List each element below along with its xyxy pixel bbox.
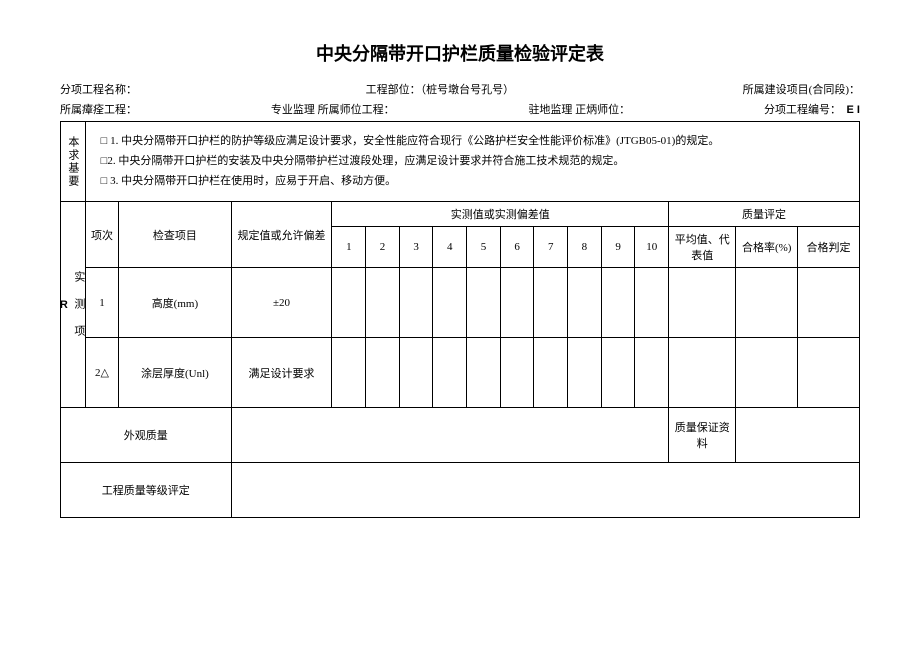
row-spec: ±20	[231, 268, 332, 338]
col-measured-group: 实测值或实测偏差值	[332, 202, 669, 227]
page-title: 中央分隔带开口护栏质量检验评定表	[60, 40, 860, 66]
cell	[500, 338, 534, 408]
cell	[568, 268, 602, 338]
cell	[635, 338, 669, 408]
col-pass-judge: 合格判定	[798, 227, 860, 268]
col-item-no: 项次	[85, 202, 119, 268]
col-check-item: 检查项目	[119, 202, 231, 268]
cell	[601, 268, 635, 338]
col-spec: 规定值或允许偏差	[231, 202, 332, 268]
cell	[635, 268, 669, 338]
hdr-code: 分项工程编号： E I	[764, 101, 860, 117]
table-row: 2△ 涂层厚度(Unl) 满足设计要求	[61, 338, 860, 408]
col-n3: 3	[399, 227, 433, 268]
col-n7: 7	[534, 227, 568, 268]
col-eval-group: 质量评定	[669, 202, 860, 227]
col-n10: 10	[635, 227, 669, 268]
cell	[500, 268, 534, 338]
hdr-supervisor: 专业监理 所属师位工程：	[271, 101, 395, 117]
appearance-value	[231, 408, 669, 463]
col-n6: 6	[500, 227, 534, 268]
hdr-contract: 所属建设项目(合同段)：	[743, 81, 860, 97]
cell	[332, 268, 366, 338]
req-line: □2. 中央分隔带开口护栏的安装及中央分隔带护栏过渡段处理，应满足设计要求并符合…	[101, 152, 844, 172]
qa-material-value	[736, 408, 860, 463]
col-n4: 4	[433, 227, 467, 268]
col-avg: 平均值、代表值	[669, 227, 736, 268]
inspection-table: 本求基要 □ 1. 中央分隔带开口护栏的防护等级应满足设计要求，安全性能应符合现…	[60, 121, 860, 518]
cell	[601, 338, 635, 408]
form-header: 分项工程名称： 工程部位：（桩号墩台号孔号） 所属建设项目(合同段)： 所属瘴痊…	[60, 81, 860, 117]
col-n8: 8	[568, 227, 602, 268]
cell	[467, 268, 501, 338]
section-label: 实 测 项 R	[61, 202, 86, 408]
cell	[467, 338, 501, 408]
hdr-subproject: 分项工程名称：	[60, 81, 137, 97]
hdr-belong: 所属瘴痊工程：	[60, 101, 137, 117]
col-n2: 2	[366, 227, 400, 268]
col-n9: 9	[601, 227, 635, 268]
grade-eval-value	[231, 463, 859, 518]
appearance-label: 外观质量	[61, 408, 232, 463]
row-spec: 满足设计要求	[231, 338, 332, 408]
cell	[669, 338, 736, 408]
req-line: □ 3. 中央分隔带开口护栏在使用时，应易于开启、移动方便。	[101, 172, 844, 192]
col-pass-rate: 合格率(%)	[736, 227, 798, 268]
col-n1: 1	[332, 227, 366, 268]
requirements-label: 本求基要	[61, 122, 86, 202]
cell	[534, 338, 568, 408]
cell	[736, 268, 798, 338]
cell	[433, 338, 467, 408]
cell	[366, 268, 400, 338]
cell	[798, 268, 860, 338]
cell	[736, 338, 798, 408]
cell	[399, 338, 433, 408]
cell	[534, 268, 568, 338]
table-row: 1 高度(mm) ±20	[61, 268, 860, 338]
requirements-cell: □ 1. 中央分隔带开口护栏的防护等级应满足设计要求，安全性能应符合现行《公路护…	[85, 122, 859, 202]
cell	[568, 338, 602, 408]
cell	[798, 338, 860, 408]
cell	[399, 268, 433, 338]
cell	[433, 268, 467, 338]
cell	[332, 338, 366, 408]
hdr-position: 工程部位：（桩号墩台号孔号）	[366, 81, 515, 97]
cell	[366, 338, 400, 408]
row-item: 高度(mm)	[119, 268, 231, 338]
row-no: 2△	[85, 338, 119, 408]
col-n5: 5	[467, 227, 501, 268]
row-no: 1	[85, 268, 119, 338]
grade-eval-label: 工程质量等级评定	[61, 463, 232, 518]
req-line: □ 1. 中央分隔带开口护栏的防护等级应满足设计要求，安全性能应符合现行《公路护…	[101, 132, 844, 152]
row-item: 涂层厚度(Unl)	[119, 338, 231, 408]
hdr-resident: 驻地监理 正炳师位：	[528, 101, 630, 117]
cell	[669, 268, 736, 338]
qa-material-label: 质量保证资料	[669, 408, 736, 463]
